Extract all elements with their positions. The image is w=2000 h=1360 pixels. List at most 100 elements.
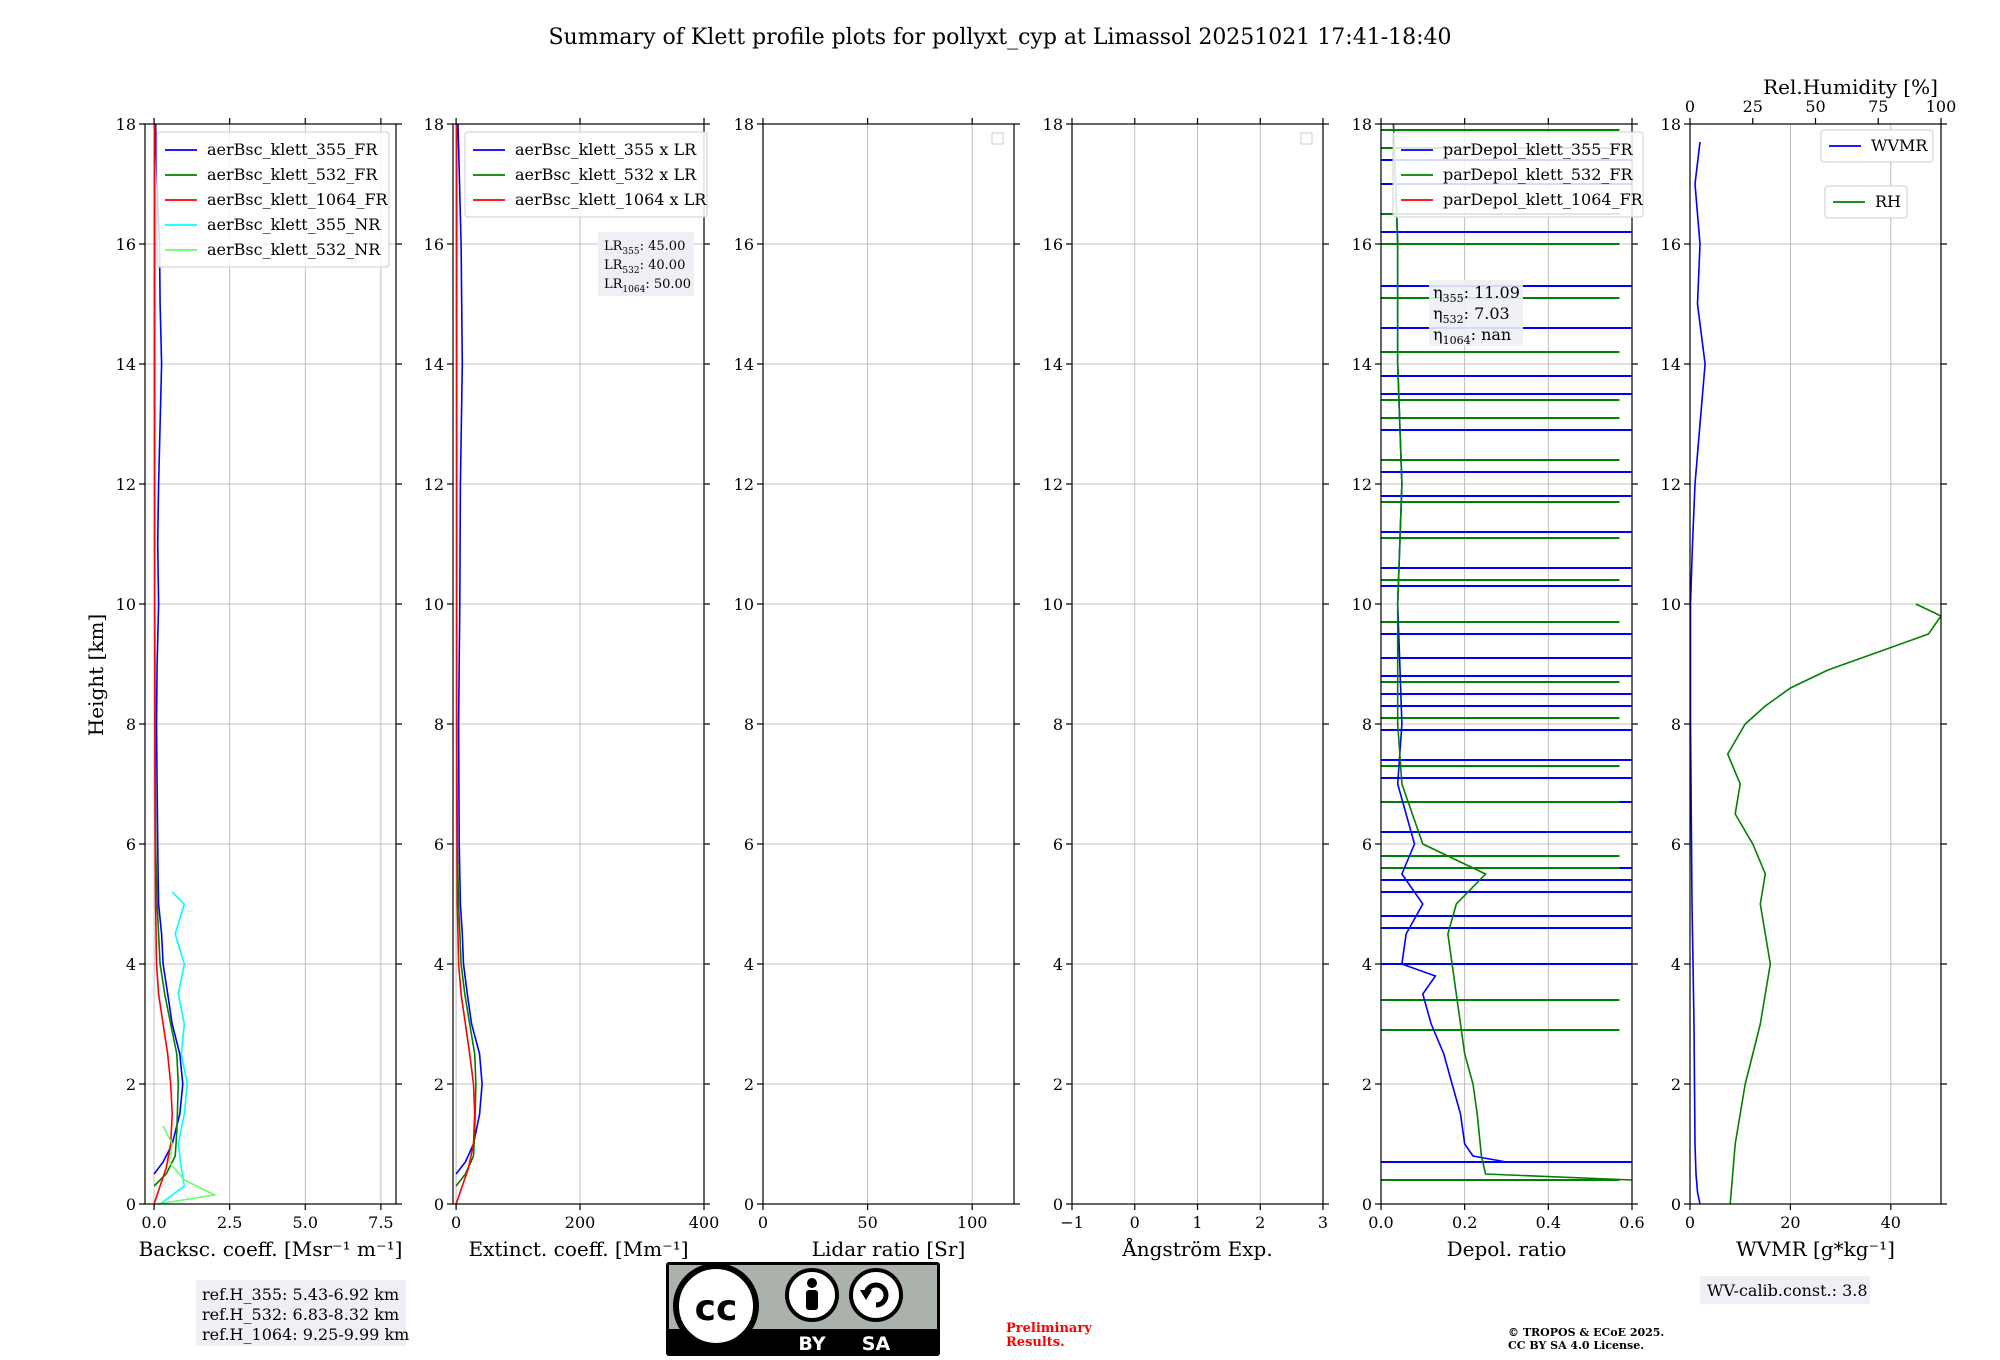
top-x-axis-label: Rel.Humidity [%] [1763, 75, 1938, 99]
y-tick-label: 10 [734, 595, 754, 614]
y-tick-label: 0 [1671, 1195, 1681, 1214]
legend-label: aerBsc_klett_532 x LR [515, 165, 697, 184]
x-tick-label: 3 [1318, 1213, 1328, 1232]
preliminary-line-2: Results. [1006, 1335, 1065, 1350]
empty-legend-icon [1300, 132, 1313, 145]
preliminary-line-1: Preliminary [1006, 1321, 1092, 1336]
y-tick-label: 2 [1671, 1075, 1681, 1094]
y-tick-label: 16 [734, 235, 754, 254]
y-tick-label: 0 [434, 1195, 444, 1214]
ref-height-line-355: ref.H_355: 5.43-6.92 km [202, 1285, 399, 1304]
legend-label: parDepol_klett_355_FR [1443, 140, 1634, 159]
x-tick-label: 0 [758, 1213, 768, 1232]
by-label: BY [798, 1333, 825, 1355]
series-line-aerBsc_klett_532_NR [156, 1125, 218, 1204]
axes-frame [762, 123, 1015, 1205]
legend: parDepol_klett_355_FR parDepol_klett_532_… [1392, 131, 1644, 218]
y-tick-label: 14 [424, 355, 444, 374]
y-tick-label: 16 [1043, 235, 1063, 254]
y-tick-label: 2 [1362, 1075, 1372, 1094]
x-axis-label: Depol. ratio [1447, 1237, 1567, 1261]
y-tick-label: 14 [116, 355, 136, 374]
y-tick-label: 6 [126, 835, 136, 854]
x-axis-label: WVMR [g*kg⁻¹] [1736, 1237, 1895, 1261]
y-tick-label: 0 [126, 1195, 136, 1214]
top-x-tick-label: 50 [1805, 97, 1825, 116]
x-tick-label: 40 [1881, 1213, 1901, 1232]
copyright-line-1: © TROPOS & ECoE 2025. [1508, 1326, 1664, 1339]
y-tick-label: 6 [434, 835, 444, 854]
y-tick-label: 2 [126, 1075, 136, 1094]
x-tick-label: 0.0 [141, 1213, 166, 1232]
x-axis-label: Ångström Exp. [1121, 1236, 1272, 1261]
y-tick-label: 18 [1043, 115, 1063, 134]
y-tick-label: 8 [1671, 715, 1681, 734]
legend-label: parDepol_klett_1064_FR [1443, 190, 1644, 209]
series-line-parDepol_klett_532_FR [1392, 124, 1632, 1181]
y-tick-label: 0 [1053, 1195, 1063, 1214]
y-tick-label: 14 [1352, 355, 1372, 374]
y-tick-label: 10 [1661, 595, 1681, 614]
y-tick-label: 14 [1043, 355, 1063, 374]
sa-share-icon [849, 1268, 903, 1322]
figure-title: Summary of Klett profile plots for polly… [548, 25, 1451, 50]
y-tick-label: 18 [424, 115, 444, 134]
y-tick-label: 6 [1053, 835, 1063, 854]
y-tick-label: 8 [126, 715, 136, 734]
x-tick-label: 20 [1780, 1213, 1800, 1232]
y-tick-label: 10 [1043, 595, 1063, 614]
series-group [1690, 141, 1941, 1204]
y-tick-label: 4 [1053, 955, 1063, 974]
y-tick-label: 4 [1671, 955, 1681, 974]
y-tick-label: 16 [1352, 235, 1372, 254]
x-tick-label: 0 [451, 1213, 461, 1232]
y-tick-label: 18 [1661, 115, 1681, 134]
x-axis-label: Extinct. coeff. [Mm⁻¹] [468, 1237, 688, 1261]
x-tick-label: 5.0 [293, 1213, 318, 1232]
cc-by-sa-badge: cc BY SA [666, 1262, 940, 1356]
x-tick-label: 0 [1130, 1213, 1140, 1232]
y-tick-label: 6 [744, 835, 754, 854]
x-axis-label: Backsc. coeff. [Msr⁻¹ m⁻¹] [139, 1237, 403, 1261]
series-line-aerBsc_klett_1064 x LR [455, 124, 476, 1204]
y-tick-label: 4 [126, 955, 136, 974]
y-tick-label: 12 [424, 475, 444, 494]
y-axis-label: Height [km] [84, 614, 108, 736]
y-tick-label: 8 [1053, 715, 1063, 734]
y-tick-label: 10 [424, 595, 444, 614]
series-line-aerBsc_klett_355_NR [159, 891, 189, 1204]
y-tick-label: 8 [1362, 715, 1372, 734]
legend-label: aerBsc_klett_532_FR [207, 165, 378, 184]
panel-lidar-ratio: 0 2 4 6 8 10 12 14 16 18 0 50 100 Lidar ratio [Sr] [734, 115, 1020, 1261]
ref-height-line-532: ref.H_532: 6.83-8.32 km [202, 1305, 399, 1324]
x-tick-label: 2.5 [217, 1213, 242, 1232]
x-tick-label: 2 [1255, 1213, 1265, 1232]
y-tick-label: 16 [424, 235, 444, 254]
series-line-parDepol_klett_355_FR [1392, 124, 1632, 1163]
lr-line: LR355: 45.00 [604, 239, 685, 257]
y-tick-label: 8 [434, 715, 444, 734]
x-tick-label: 0.2 [1452, 1213, 1477, 1232]
eta-line: η1064: nan [1433, 325, 1511, 347]
x-tick-label: 0.4 [1536, 1213, 1561, 1232]
axes-frame [452, 123, 705, 1205]
top-x-tick-label: 100 [1926, 97, 1957, 116]
y-tick-label: 4 [434, 955, 444, 974]
y-tick-label: 6 [1362, 835, 1372, 854]
y-tick-label: 18 [1352, 115, 1372, 134]
y-tick-label: 0 [744, 1195, 754, 1214]
y-tick-label: 12 [1661, 475, 1681, 494]
cc-logo-text: cc [695, 1288, 738, 1329]
y-tick-label: 2 [1053, 1075, 1063, 1094]
axes-frame [1380, 123, 1633, 1205]
y-tick-label: 12 [116, 475, 136, 494]
x-tick-label: 1 [1192, 1213, 1202, 1232]
x-tick-label: 200 [565, 1213, 596, 1232]
panel-backscatter: 0 2 4 6 8 10 12 14 16 18 0.0 2.5 5.0 7.5 Backsc. coeff… [116, 115, 403, 1261]
lr-line: LR1064: 50.00 [604, 277, 691, 295]
